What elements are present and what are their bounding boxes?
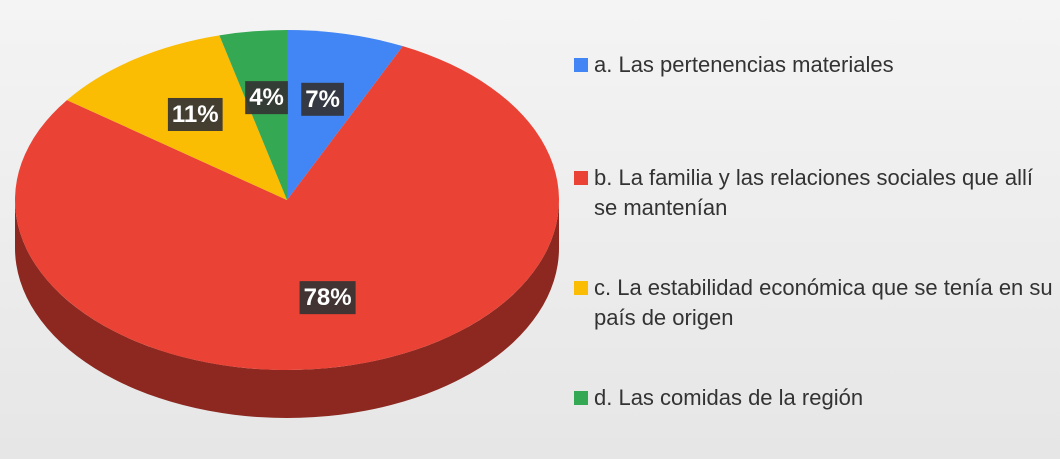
legend-swatch: [574, 391, 588, 405]
legend-item: d. Las comidas de la región: [572, 383, 1058, 413]
pie: 7% 78% 11% 4%: [14, 30, 559, 418]
data-label-box: [167, 97, 223, 131]
data-label: 11%: [167, 97, 223, 131]
pie-slice: [287, 30, 403, 200]
data-label: 78%: [299, 281, 356, 315]
data-label-box: [299, 281, 356, 315]
legend-item: b. La familia y las relaciones sociales …: [572, 163, 1058, 223]
data-label: 7%: [301, 82, 344, 116]
legend: a. Las pertenencias materiales b. La fami…: [572, 0, 1060, 459]
legend-swatch: [574, 281, 588, 295]
legend-label: a. Las pertenencias materiales: [594, 52, 894, 77]
legend-swatch: [574, 58, 588, 72]
pie-slice: [14, 46, 559, 371]
legend-label: c. La estabilidad económica que se tenía…: [594, 275, 1053, 330]
legend-label: d. Las comidas de la región: [594, 385, 864, 410]
data-label-box: [245, 81, 288, 115]
data-label-text: 78%: [304, 284, 352, 311]
legend-item: a. Las pertenencias materiales: [572, 50, 1058, 80]
data-label-text: 4%: [249, 84, 284, 111]
data-label: 4%: [245, 81, 288, 115]
data-label-text: 7%: [305, 86, 340, 113]
legend-item: c. La estabilidad económica que se tenía…: [572, 273, 1058, 333]
data-label-text: 11%: [172, 101, 219, 128]
data-label-box: [301, 82, 344, 116]
pie-slice: [219, 30, 287, 200]
legend-label: b. La familia y las relaciones sociales …: [594, 165, 1034, 220]
pie-side: [15, 200, 559, 418]
legend-swatch: [574, 171, 588, 185]
